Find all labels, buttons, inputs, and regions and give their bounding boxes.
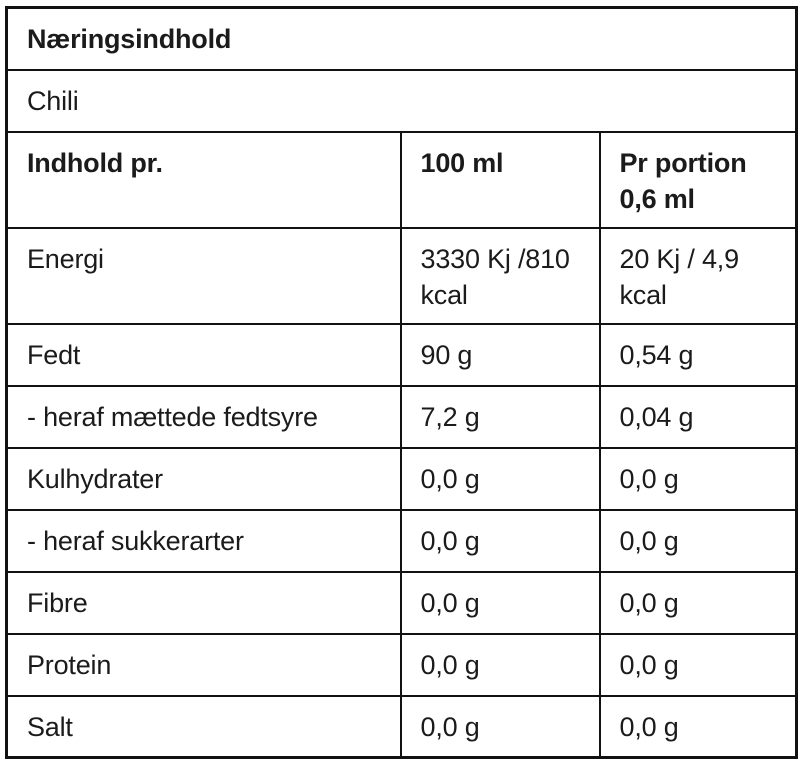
nutrition-table: Næringsindhold Chili Indhold pr. 100 ml … (5, 6, 799, 759)
table-row: Fedt 90 g 0,54 g (5, 322, 798, 387)
value-per-100ml: 0,0 g (399, 570, 601, 635)
value-per-100ml: 7,2 g (399, 384, 601, 449)
value-per-portion: 20 Kj / 4,9 kcal (598, 226, 798, 325)
value-per-portion: 0,54 g (598, 322, 798, 387)
value-per-portion: 0,0 g (598, 446, 798, 511)
nutrient-label: - heraf sukkerarter (5, 508, 402, 573)
value-per-100ml: 0,0 g (399, 632, 601, 697)
nutrient-label: Salt (5, 694, 402, 759)
table-row: - heraf sukkerarter 0,0 g 0,0 g (5, 508, 798, 573)
column-header-portion: Pr portion 0,6 ml (598, 130, 798, 229)
nutrient-label: Fibre (5, 570, 402, 635)
value-per-100ml: 3330 Kj /810 kcal (399, 226, 601, 325)
value-per-100ml: 0,0 g (399, 694, 601, 759)
column-header-100ml: 100 ml (399, 130, 601, 229)
value-per-portion: 0,0 g (598, 570, 798, 635)
value-per-100ml: 0,0 g (399, 508, 601, 573)
table-row: Næringsindhold (6, 6, 797, 71)
value-per-portion: 0,0 g (598, 508, 798, 573)
nutrient-label: Protein (5, 632, 402, 697)
table-row: Energi 3330 Kj /810 kcal 20 Kj / 4,9 kca… (5, 226, 798, 325)
table-row: Salt 0,0 g 0,0 g (5, 694, 798, 759)
table-row: Chili (6, 68, 797, 133)
table-row: Kulhydrater 0,0 g 0,0 g (5, 446, 798, 511)
table-title: Næringsindhold (6, 6, 797, 71)
value-per-portion: 0,0 g (598, 694, 798, 759)
nutrient-label: - heraf mættede fedtsyre (5, 384, 402, 449)
nutrient-label: Fedt (5, 322, 402, 387)
value-per-100ml: 0,0 g (399, 446, 601, 511)
nutrient-label: Energi (5, 226, 402, 325)
table-row: Fibre 0,0 g 0,0 g (5, 570, 798, 635)
nutrient-label: Kulhydrater (5, 446, 402, 511)
value-per-portion: 0,04 g (598, 384, 798, 449)
value-per-portion: 0,0 g (598, 632, 798, 697)
table-row: - heraf mættede fedtsyre 7,2 g 0,04 g (5, 384, 798, 449)
column-header-label: Indhold pr. (5, 130, 402, 229)
value-per-100ml: 90 g (399, 322, 601, 387)
variant-name: Chili (6, 68, 797, 133)
header-row: Indhold pr. 100 ml Pr portion 0,6 ml (5, 130, 798, 229)
table-row: Protein 0,0 g 0,0 g (5, 632, 798, 697)
